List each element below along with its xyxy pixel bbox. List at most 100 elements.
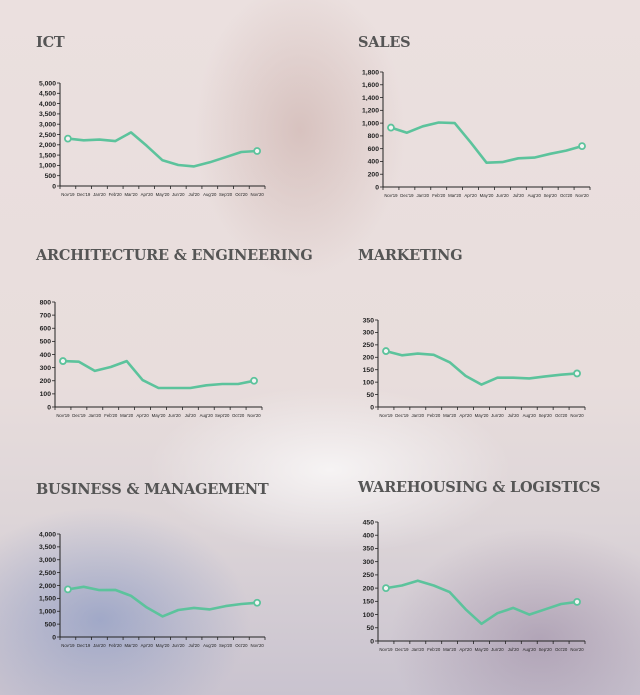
data-point-marker	[382, 584, 390, 593]
y-tick-label: 800	[40, 299, 52, 306]
series-line	[385, 349, 578, 386]
x-tick-label: Mar'20	[124, 643, 138, 648]
y-tick-label: 1,600	[362, 82, 379, 89]
x-tick-label: Apr'20	[136, 413, 149, 418]
x-tick-label: Dec'19	[395, 647, 409, 652]
y-tick-label: 3,500	[39, 111, 56, 118]
y-tick-label: 200	[363, 585, 375, 592]
y-tick-label: 0	[370, 638, 374, 645]
data-point-marker	[382, 347, 390, 355]
y-tick-label: 600	[368, 146, 380, 153]
data-point-marker	[253, 147, 262, 155]
y-tick-label: 700	[40, 312, 52, 319]
y-tick-label: 400	[363, 533, 375, 540]
data-point-marker	[253, 598, 262, 607]
y-tick-label: 4,500	[39, 91, 56, 98]
x-tick-label: Jan'20	[93, 192, 106, 197]
x-tick-label: Jan'20	[417, 193, 430, 198]
x-tick-label: May'20	[480, 193, 494, 198]
series-line	[385, 579, 578, 626]
x-tick-label: Oct'20	[560, 193, 573, 198]
x-tick-label: Aug'20	[523, 413, 537, 418]
x-tick-label: May'20	[156, 643, 170, 648]
y-tick-label: 2,500	[39, 132, 56, 139]
y-tick-label: 200	[368, 172, 380, 179]
x-tick-label: Apr'20	[141, 643, 154, 648]
data-point-marker	[59, 357, 67, 365]
x-tick-label: Nov'19	[61, 192, 75, 197]
y-tick-label: 1,500	[39, 596, 56, 603]
x-tick-label: Jan'20	[412, 647, 425, 652]
x-tick-label: Oct'20	[235, 643, 248, 648]
y-tick-label: 1,000	[39, 163, 56, 170]
x-tick-label: Apr'20	[459, 413, 472, 418]
y-tick-label: 250	[363, 342, 375, 349]
y-tick-label: 5,000	[39, 80, 56, 87]
y-tick-label: 450	[363, 519, 375, 526]
x-tick-label: Sept'20	[215, 413, 230, 418]
x-tick-label: Jul'20	[513, 193, 525, 198]
y-tick-label: 3,000	[39, 557, 56, 564]
x-tick-label: Feb'20	[109, 192, 123, 197]
y-tick-label: 2,500	[39, 570, 56, 577]
x-tick-label: Dec'19	[77, 192, 91, 197]
x-tick-label: Mar'20	[443, 647, 457, 652]
x-tick-label: Feb'20	[427, 647, 441, 652]
y-tick-label: 4,000	[39, 101, 56, 108]
y-tick-label: 400	[368, 159, 380, 166]
x-tick-label: Sep'20	[544, 193, 558, 198]
x-tick-label: Apr'20	[141, 192, 154, 197]
y-tick-label: 200	[363, 355, 375, 362]
y-tick-label: 200	[40, 378, 52, 385]
y-tick-label: 300	[363, 330, 375, 337]
y-tick-label: 3,500	[39, 544, 56, 551]
x-tick-label: Dec'19	[77, 643, 91, 648]
x-tick-label: Jul'20	[188, 643, 200, 648]
x-tick-label: Jun'20	[496, 193, 509, 198]
y-tick-label: 0	[52, 183, 56, 190]
x-tick-label: Mar'20	[443, 413, 457, 418]
x-tick-label: Nov'19	[379, 413, 393, 418]
y-tick-label: 0	[47, 404, 51, 411]
y-tick-label: 1,000	[39, 609, 56, 616]
line-chart-architecture: 0 100 200 300 400 500 600 700 800 Nov'19 Dec'19 Jan…	[40, 299, 263, 418]
x-tick-label: Jan'20	[412, 413, 425, 418]
y-tick-label: 1,500	[39, 152, 56, 159]
series-line	[67, 131, 258, 168]
series-line	[62, 359, 255, 390]
series-line	[67, 585, 258, 618]
y-tick-label: 250	[363, 572, 375, 579]
chart-title-marketing: MARKETING	[358, 247, 463, 264]
x-tick-label: Jun'20	[168, 413, 181, 418]
x-tick-label: Oct'20	[232, 413, 245, 418]
y-tick-label: 4,000	[39, 531, 56, 538]
y-tick-label: 2,000	[39, 142, 56, 149]
x-tick-label: Aug'20	[203, 643, 217, 648]
chart-title-ict: ICT	[36, 34, 65, 51]
x-tick-label: Oct'20	[555, 413, 568, 418]
y-tick-label: 2,000	[39, 583, 56, 590]
y-tick-label: 150	[363, 599, 375, 606]
x-tick-label: Nov'20	[570, 647, 584, 652]
y-tick-label: 800	[368, 133, 380, 140]
y-tick-label: 1,200	[362, 108, 379, 115]
x-tick-label: Oct'20	[235, 192, 248, 197]
x-tick-label: Mar'20	[448, 193, 462, 198]
x-tick-label: Jun'20	[172, 192, 185, 197]
x-tick-label: Dec'19	[72, 413, 86, 418]
y-tick-label: 500	[45, 173, 57, 180]
x-tick-label: Aug'20	[200, 413, 214, 418]
x-tick-label: Feb'20	[109, 643, 123, 648]
data-point-marker	[387, 123, 395, 132]
x-tick-label: Jul'20	[508, 647, 520, 652]
data-point-marker	[63, 585, 72, 594]
x-tick-label: Aug'20	[203, 192, 217, 197]
x-tick-label: Jun'20	[491, 647, 504, 652]
x-tick-label: Apr'20	[459, 647, 472, 652]
x-tick-label: Feb'20	[432, 193, 446, 198]
y-tick-label: 0	[375, 184, 379, 191]
x-tick-label: May'20	[475, 647, 489, 652]
x-tick-label: Jul'20	[188, 192, 200, 197]
x-tick-label: May'20	[156, 192, 170, 197]
y-tick-label: 0	[52, 634, 56, 641]
